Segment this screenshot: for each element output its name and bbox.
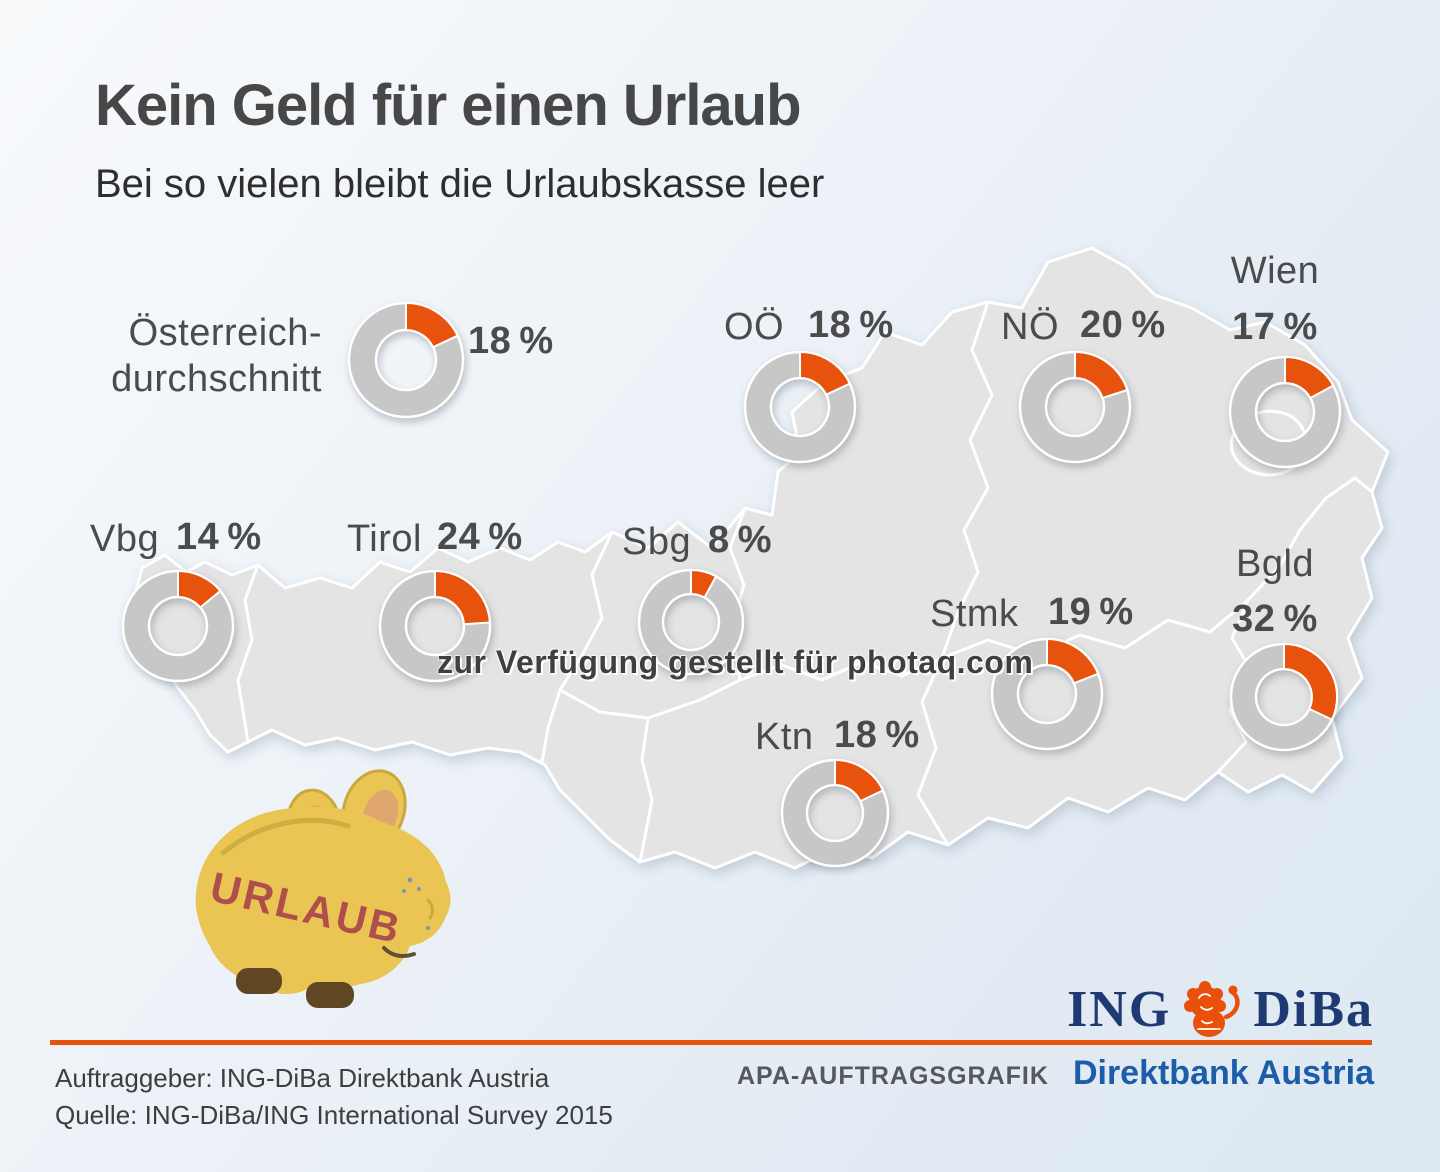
region-value-sbg: 8 % bbox=[708, 519, 773, 561]
donut-segment-bgld bbox=[1283, 642, 1339, 721]
client-line: Auftraggeber: ING-DiBa Direktbank Austri… bbox=[55, 1063, 550, 1093]
state-border bbox=[1246, 476, 1374, 602]
piggy-bank-illustration: URLAUB bbox=[195, 769, 451, 1008]
donut-segment-noe bbox=[1074, 351, 1129, 399]
state-border bbox=[916, 656, 950, 847]
state-border bbox=[236, 563, 260, 744]
donut-bgld bbox=[1229, 642, 1339, 752]
region-label-wien: Wien bbox=[1230, 250, 1320, 292]
source-line: Quelle: ING-DiBa/ING International Surve… bbox=[55, 1099, 613, 1130]
donut-avg bbox=[347, 301, 465, 419]
donut-noe bbox=[1018, 350, 1132, 464]
lion-tail-tuft bbox=[1228, 985, 1238, 994]
donut-segment-sbg bbox=[690, 568, 718, 599]
donut-ooe bbox=[743, 350, 857, 464]
page-title: Kein Geld für einen Urlaub bbox=[95, 73, 802, 138]
donut-segment-ooe bbox=[799, 351, 851, 396]
logo-diba-text: DiBa bbox=[1253, 981, 1374, 1038]
pig-body bbox=[195, 806, 451, 995]
direktbank-austria-label: Direktbank Austria bbox=[1072, 1054, 1374, 1092]
donut-vbg bbox=[121, 569, 235, 683]
region-value-wien: 17 % bbox=[1232, 306, 1318, 348]
pig-nostril bbox=[426, 898, 435, 920]
state-border bbox=[940, 300, 994, 660]
pig-blue-specks bbox=[402, 877, 430, 930]
footer-credits: Auftraggeber: ING-DiBa Direktbank Austri… bbox=[55, 1060, 613, 1134]
pig-back-contour bbox=[220, 817, 351, 856]
region-value-bgld: 32 % bbox=[1232, 598, 1318, 640]
region-label-bgld: Bgld bbox=[1235, 543, 1315, 585]
donut-stmk bbox=[990, 637, 1104, 751]
region-label-ktn: Ktn bbox=[755, 716, 814, 758]
footer-brand-row: APA-AUFTRAGSGRAFIK Direktbank Austria bbox=[737, 1054, 1374, 1093]
region-label-sbg: Sbg bbox=[622, 521, 692, 563]
watermark-text: zur Verfügung gestellt für photaq.com bbox=[437, 644, 1034, 680]
region-value-ooe: 18 % bbox=[808, 304, 894, 346]
donut-ktn bbox=[780, 758, 890, 868]
region-value-ktn: 18 % bbox=[834, 714, 920, 756]
pig-back-foot bbox=[236, 968, 282, 994]
apa-auftragsgrafik-label: APA-AUFTRAGSGRAFIK bbox=[736, 1062, 1049, 1090]
region-value-noe: 20 % bbox=[1080, 304, 1166, 346]
region-label-stmk: Stmk bbox=[930, 593, 1019, 635]
donut-wien bbox=[1228, 355, 1342, 469]
region-label-ooe: OÖ bbox=[724, 306, 785, 348]
region-value-vbg: 14 % bbox=[176, 516, 262, 558]
donut-segment-avg bbox=[405, 301, 459, 349]
donut-tirol bbox=[378, 569, 492, 683]
donut-segment-stmk bbox=[1046, 638, 1100, 685]
pig-frown bbox=[382, 946, 416, 958]
state-border bbox=[940, 598, 1250, 660]
logo-ing-text: ING bbox=[1067, 981, 1172, 1038]
region-label-tirol: Tirol bbox=[347, 518, 422, 560]
region-label-noe: NÖ bbox=[1001, 306, 1059, 348]
lion-tail bbox=[1224, 988, 1240, 1019]
page-subtitle: Bei so vielen bleibt die Urlaubskasse le… bbox=[95, 162, 825, 206]
lion-face-details bbox=[1197, 992, 1222, 1030]
donut-sbg bbox=[637, 568, 745, 676]
footer-divider-rule bbox=[50, 1040, 1372, 1045]
region-label-vbg: Vbg bbox=[90, 518, 160, 560]
region-value-tirol: 24 % bbox=[437, 516, 523, 558]
region-label-avg: Österreich- durchschnitt bbox=[111, 312, 322, 401]
donut-ring-sbg bbox=[637, 568, 745, 676]
region-value-avg: 18 % bbox=[468, 320, 554, 362]
region-value-stmk: 19 % bbox=[1048, 591, 1134, 633]
donut-segment-vbg bbox=[177, 569, 222, 609]
ing-diba-logo: ING DiBa bbox=[1067, 980, 1374, 1039]
pig-front-foot bbox=[306, 982, 354, 1008]
donut-segment-wien bbox=[1284, 356, 1335, 399]
ing-lion-icon bbox=[1184, 980, 1240, 1037]
state-border bbox=[638, 716, 654, 864]
state-border bbox=[540, 530, 614, 764]
donut-segment-ktn bbox=[834, 758, 884, 803]
donut-segment-tirol bbox=[434, 570, 491, 626]
state-border bbox=[738, 656, 944, 682]
